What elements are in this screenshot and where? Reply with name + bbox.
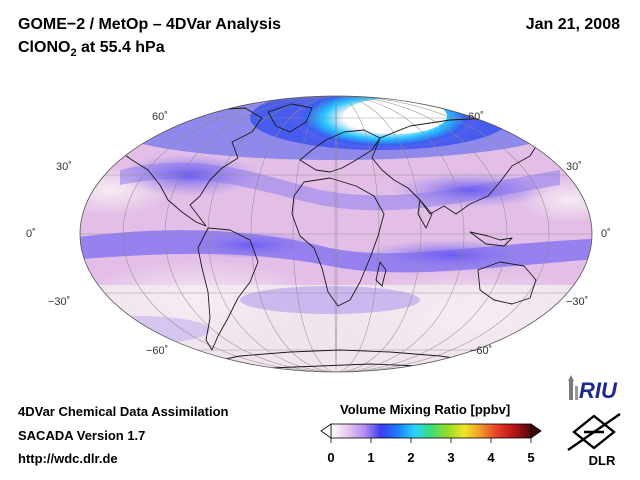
colorbar-min-arrow [320,423,332,439]
coast-india [417,199,433,229]
colorbar-tick-4: 4 [487,450,495,465]
riu-tower-icon [569,380,573,400]
colorbar-tick-marks [330,438,532,443]
colorbar-tick-3: 3 [447,450,455,465]
globe-outline [79,95,593,373]
meridian-90 [207,96,465,372]
colorbar-tick-0: 0 [327,450,335,465]
lat-label-n60-left: 60˚ [152,111,168,123]
coast-greenland [267,103,313,133]
field-blob-indian [360,239,540,271]
coast-south-america [197,227,259,351]
colorbar-tick-1: 1 [367,450,375,465]
lat-label-s30-right: −30˚ [566,296,589,308]
lat-label-s60-right: −60˚ [470,345,493,357]
lat-label-eq-right: 0˚ [601,228,611,240]
coast-madagascar [375,261,387,287]
lat-label-eq-left: 0˚ [26,228,36,240]
coast-europe [299,129,381,173]
page-title: GOME−2 / MetOp – 4DVar Analysis [18,16,282,33]
colorbar-max-arrow [530,423,542,439]
lat-label-s60-left: −60˚ [146,345,169,357]
colorbar [320,423,542,443]
dlr-logo: DLR [567,413,621,468]
lat-label-s30-left: −30˚ [48,296,71,308]
field-blob-asia [390,172,550,208]
colorbar-tick-2: 2 [407,450,415,465]
meridian-0 [334,96,338,372]
footer-line-3: http://wdc.dlr.de [18,451,118,466]
riu-tower-top-icon [568,375,574,381]
dlr-logo-text: DLR [589,453,616,468]
lat-label-n30-right: 30˚ [566,161,582,173]
field-blob-south-atlantic [240,286,420,314]
species-subscript: 2 [70,47,77,60]
field-blob-south-pacific [80,316,210,344]
lat-label-n30-left: 30˚ [56,161,72,173]
coast-indonesia [469,231,513,247]
species-label: ClONO2 at 55.4 hPa [18,39,165,59]
riu-logo-text: RIU [579,378,618,403]
meridian-120 [164,96,508,372]
analysis-date: Jan 21, 2008 [525,16,620,33]
riu-logo: RIU [568,375,618,403]
species-prefix: ClONO [18,39,71,56]
colorbar-title: Volume Mixing Ratio [ppbv] [340,402,511,417]
footer-line-1: 4DVar Chemical Data Assimilation [18,404,229,419]
footer-line-2: SACADA Version 1.7 [18,428,146,443]
map-field [80,96,592,372]
dlr-emblem-icon [567,413,621,451]
coast-africa [291,177,385,307]
species-suffix: at 55.4 hPa [76,39,165,56]
colorbar-tick-5: 5 [527,450,535,465]
colorbar-gradient [330,423,532,439]
meridian-150 [122,96,550,372]
coast-australia [477,261,537,305]
riu-tower-small-icon [575,386,578,400]
dlr-emblem-diamond [572,414,616,450]
lat-label-n60-right: 60˚ [468,111,484,123]
meridian-60 [250,96,422,372]
field-blob-mid-atlantic [180,231,320,259]
